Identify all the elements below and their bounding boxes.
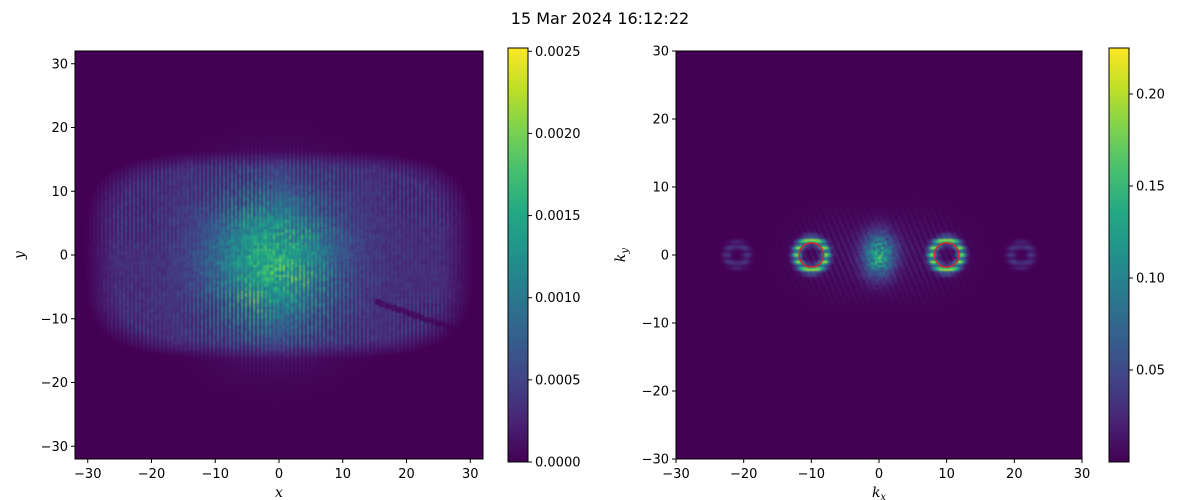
highlight-circle-marker [933,242,960,268]
left-colorbar-ticks: 0.0000 0.0005 0.0010 0.0015 0.0020 0.0025 [528,45,581,471]
y-tick-label: 0 [661,249,669,264]
right-colorbar-ticks: 0.05 0.10 0.15 0.20 [1129,88,1165,379]
y-tick-label: 30 [51,57,68,72]
y-tick-label: −20 [41,376,68,391]
left-heatmap-image [75,51,483,459]
y-tick-label: −20 [642,385,669,400]
x-tick-label: −10 [202,467,229,482]
right-colorbar [1108,47,1130,463]
figure-suptitle: 15 Mar 2024 16:12:22 [511,9,689,28]
x-tick-label: −30 [662,467,689,482]
y-tick-label: 10 [51,185,68,200]
x-tick-label: 30 [1074,467,1091,482]
colorbar-tick-label: 0.0005 [535,373,581,388]
left-y-axis-label: y [12,250,28,260]
colorbar-tick-label: 0.0025 [535,45,581,60]
left-y-ticks: −30 −20 −10 0 10 20 30 [41,57,75,455]
colorbar-tick-label: 0.10 [1136,272,1165,287]
colorbar-tick-label: 0.0000 [535,456,581,471]
y-tick-label: −10 [41,312,68,327]
y-tick-label: −30 [642,453,669,468]
y-tick-label: −30 [41,440,68,455]
y-tick-label: 0 [60,249,68,264]
y-tick-label: −10 [642,317,669,332]
x-tick-label: −20 [730,467,757,482]
right-heatmap-image [676,51,1082,459]
x-tick-label: −10 [798,467,825,482]
right-y-axis-label: ky [613,248,631,262]
x-tick-label: −30 [74,467,101,482]
x-tick-label: 10 [334,467,351,482]
x-tick-label: 0 [875,467,883,482]
x-tick-label: 10 [938,467,955,482]
x-tick-label: 30 [462,467,479,482]
highlight-circle-marker [798,242,825,268]
y-tick-label: 10 [652,181,669,196]
colorbar-tick-label: 0.20 [1136,88,1165,103]
right-x-axis-label: kx [872,485,886,500]
right-y-ticks: −30 −20 −10 0 10 20 30 [642,45,676,468]
right-x-ticks: −30 −20 −10 0 10 20 30 [662,459,1090,482]
left-colorbar [507,47,529,463]
colorbar-tick-label: 0.05 [1136,364,1165,379]
colorbar-tick-label: 0.0015 [535,209,581,224]
colorbar-tick-label: 0.15 [1136,180,1165,195]
right-markers [798,242,960,268]
y-tick-label: 30 [652,45,669,60]
x-tick-label: −20 [138,467,165,482]
y-tick-label: 20 [652,113,669,128]
colorbar-tick-label: 0.0010 [535,291,581,306]
left-x-axis-label: x [275,485,283,500]
x-tick-label: 20 [1006,467,1023,482]
y-tick-label: 20 [51,121,68,136]
x-tick-label: 20 [398,467,415,482]
colorbar-tick-label: 0.0020 [535,127,581,142]
left-panel: −30 −20 −10 0 10 20 30 −30 −20 −10 0 10 20 30 x y 0.… [12,45,581,500]
left-x-ticks: −30 −20 −10 0 10 20 30 [74,459,479,482]
x-tick-label: 0 [275,467,283,482]
